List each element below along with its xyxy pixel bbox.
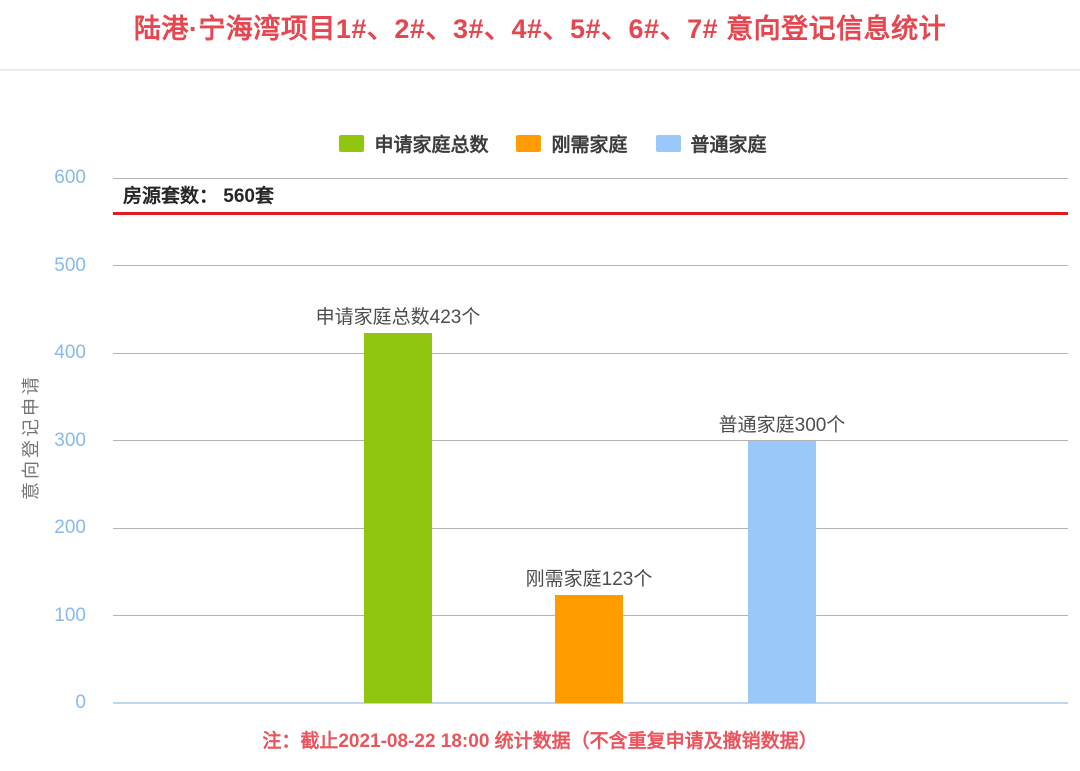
legend: 申请家庭总数 刚需家庭 普通家庭 xyxy=(13,130,1080,157)
header-divider xyxy=(0,69,1080,71)
legend-item-刚需家庭: 刚需家庭 xyxy=(516,130,628,157)
gridline-200 xyxy=(113,527,1068,529)
gridline-500 xyxy=(113,265,1068,266)
y-tick-label: 600 xyxy=(54,167,86,188)
gridline-400 xyxy=(113,352,1068,354)
bar-申请家庭总数 xyxy=(364,332,432,703)
bar-label-申请家庭总数: 申请家庭总数423个 xyxy=(315,306,481,328)
legend-swatch xyxy=(655,135,681,152)
legend-item-申请家庭总数: 申请家庭总数 xyxy=(339,130,488,157)
legend-swatch xyxy=(516,135,542,152)
y-tick-label: 0 xyxy=(75,692,86,713)
page-title: 陆港·宁海湾项目1#、2#、3#、4#、5#、6#、7# 意向登记信息统计 xyxy=(133,14,947,44)
gridline-600 xyxy=(113,177,1068,179)
bar-label-刚需家庭: 刚需家庭123个 xyxy=(525,569,653,591)
legend-item-普通家庭: 普通家庭 xyxy=(655,130,767,157)
legend-label: 申请家庭总数 xyxy=(374,135,489,156)
reference-line xyxy=(113,211,1068,215)
y-tick-label: 300 xyxy=(54,429,86,451)
y-tick-label: 500 xyxy=(54,254,86,276)
y-tick-label: 400 xyxy=(54,342,86,363)
y-tick-label: 100 xyxy=(54,604,86,626)
legend-swatch xyxy=(339,135,365,152)
gridline-300 xyxy=(113,440,1068,441)
x-axis-line xyxy=(113,702,1068,704)
bar-普通家庭 xyxy=(748,440,816,703)
y-tick-label: 200 xyxy=(54,517,86,538)
footnote: 注：截止2021-08-22 18:00 统计数据（不含重复申请及撤销数据） xyxy=(262,731,818,752)
legend-label: 普通家庭 xyxy=(690,135,767,156)
bar-刚需家庭 xyxy=(555,595,623,703)
bar-label-普通家庭: 普通家庭300个 xyxy=(718,414,846,436)
reference-line-label: 房源套数： 560套 xyxy=(123,186,274,207)
legend-label: 刚需家庭 xyxy=(551,135,628,156)
